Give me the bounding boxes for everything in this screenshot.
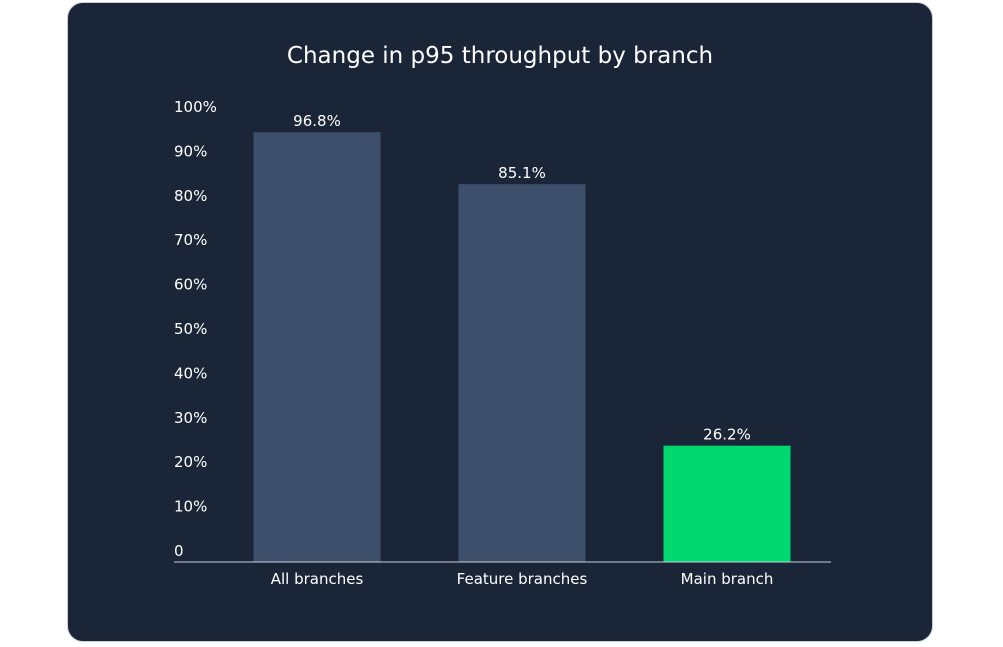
data-label: 85.1% xyxy=(498,164,546,182)
data-label: 26.2% xyxy=(703,426,751,444)
y-tick-label: 20% xyxy=(174,453,207,471)
y-tick-label: 80% xyxy=(174,187,207,205)
y-tick-label: 40% xyxy=(174,364,207,382)
y-tick-label: 30% xyxy=(174,409,207,427)
y-tick-label: 60% xyxy=(174,276,207,294)
y-tick-label: 50% xyxy=(174,320,207,338)
y-axis: 0 10% 20% 30% 40% 50% 60% 70% 80% 90% 100% xyxy=(174,98,217,560)
y-tick-label: 10% xyxy=(174,498,207,516)
y-tick-label: 90% xyxy=(174,142,207,160)
bar xyxy=(253,132,381,562)
x-tick-label: All branches xyxy=(271,570,364,588)
chart-title: Change in p95 throughput by branch xyxy=(287,43,713,69)
bars xyxy=(253,132,791,562)
y-tick-label: 0 xyxy=(174,542,184,560)
data-label: 96.8% xyxy=(293,112,341,130)
y-tick-label: 70% xyxy=(174,231,207,249)
x-tick-label: Feature branches xyxy=(457,570,588,588)
x-tick-label: Main branch xyxy=(681,570,774,588)
bar xyxy=(663,445,791,562)
x-axis: All branches Feature branches Main branch xyxy=(271,570,774,588)
bar xyxy=(458,184,586,562)
y-tick-label: 100% xyxy=(174,98,217,116)
data-labels: 96.8% 85.1% 26.2% xyxy=(293,112,751,443)
